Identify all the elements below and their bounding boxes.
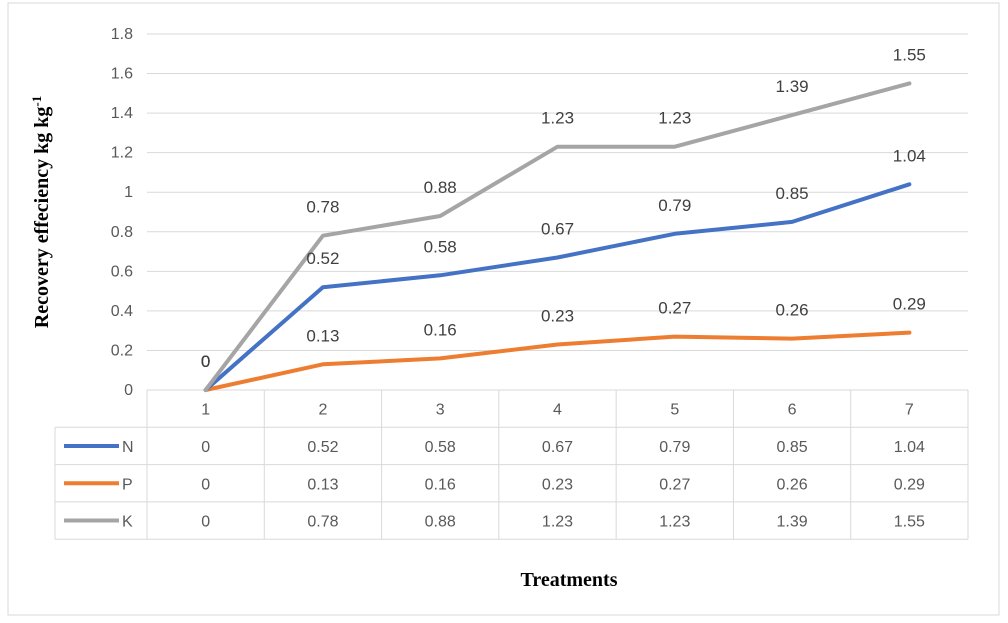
x-tick-label: 1 [201,402,210,419]
data-table: 1 2 3 4 5 6 7 N 0 0.52 0.58 0.67 0.79 0.85 1.04 P 0 0.13 0… [54,389,969,540]
y-tick-label: 1.4 [111,105,133,122]
data-label-k: 1.23 [541,109,574,128]
data-label-n: 0.58 [424,237,457,256]
y-tick-label: 1.6 [111,66,133,83]
table-cell-value: 0.27 [659,476,690,493]
data-label-n: 0.85 [776,184,809,203]
table-cell-value: 0.23 [542,476,573,493]
data-label-k: 1.39 [776,77,809,96]
x-tick-label: 2 [318,402,327,419]
x-tick-label: 3 [436,402,445,419]
data-label-n: 0.67 [541,219,574,238]
data-label-k: 0 [201,352,210,371]
data-label-k: 1.55 [893,45,926,64]
table-cell-value: 0.88 [425,514,456,531]
data-label-k: 0.78 [306,198,339,217]
table-cell-value: 0.52 [307,439,338,456]
y-tick-label: 0.6 [111,263,133,280]
table-cell-value: 0.78 [307,514,338,531]
y-axis-title-group: Recovery effeciency kg kg-1 [29,96,54,328]
data-label-k: 0.88 [424,178,457,197]
table-cell-value: 0 [201,439,210,456]
x-axis-title: Treatments [520,569,617,591]
table-cell-value: 1.39 [777,514,808,531]
table-cell-value: 0 [201,476,210,493]
table-cell-value: 0.16 [425,476,456,493]
gridlines [147,33,968,351]
table-cell-value: 0 [201,514,210,531]
table-cell-value: 1.04 [894,439,925,456]
legend-label-n: N [122,439,134,456]
data-label-p: 0.26 [776,301,809,320]
data-label-k: 1.23 [658,109,691,128]
data-label-p: 0.16 [424,320,457,339]
data-label-p: 0 [201,352,210,371]
table-cell-value: 0.85 [777,439,808,456]
data-label-p: 0.29 [893,295,926,314]
table-cell-value: 0.29 [894,476,925,493]
series-lines [203,81,912,392]
series-line-k [203,81,912,392]
y-tick-label: 1 [124,184,133,201]
x-tick-label: 5 [670,402,679,419]
table-cell-value: 0.58 [425,439,456,456]
x-tick-label: 4 [553,402,562,419]
data-label-p: 0.13 [306,326,339,345]
y-tick-label: 0 [124,382,133,399]
data-label-n: 0 [201,352,210,371]
table-cell-value: 1.55 [894,514,925,531]
series-line-p [203,330,912,392]
data-label-n: 0.79 [658,196,691,215]
y-axis-title: Recovery effeciency kg kg-1 [29,96,54,328]
y-tick-label: 1.2 [111,145,133,162]
series-line-n [203,182,912,392]
y-tick-label: 0.2 [111,342,133,359]
data-label-p: 0.27 [658,299,691,318]
table-cell-value: 0.67 [542,439,573,456]
legend-label-p: P [122,476,133,493]
table-cell-value: 1.23 [542,514,573,531]
table-cell-value: 0.26 [777,476,808,493]
x-tick-label: 7 [905,402,914,419]
table-cell-value: 0.13 [307,476,338,493]
y-tick-label: 0.8 [111,224,133,241]
table-cell-value: 0.79 [659,439,690,456]
data-label-p: 0.23 [541,307,574,326]
data-label-n: 1.04 [893,146,926,165]
y-axis-title-main: Recovery effeciency kg kg [31,107,53,329]
y-tick-label: 1.8 [111,26,133,43]
legend-label-k: K [122,514,133,531]
y-axis-ticks: 0 0.2 0.4 0.6 0.8 1 1.2 1.4 1.6 1.8 [111,26,133,399]
y-tick-label: 0.4 [111,303,133,320]
x-tick-label: 6 [788,402,797,419]
y-axis-title-superscript: -1 [29,96,44,107]
data-label-n: 0.52 [306,249,339,268]
table-cell-value: 1.23 [659,514,690,531]
